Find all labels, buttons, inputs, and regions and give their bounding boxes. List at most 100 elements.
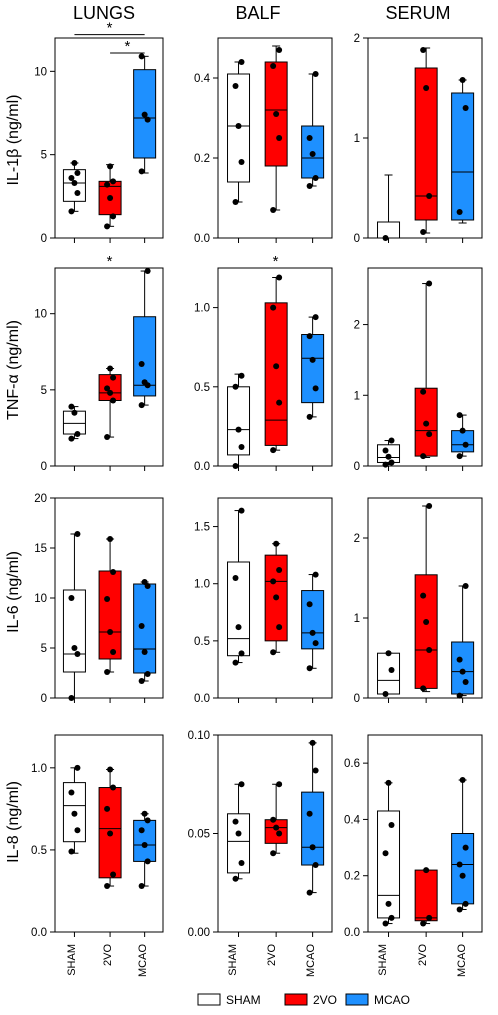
data-point [144, 858, 151, 865]
data-point [312, 175, 319, 181]
legend: SHAM 2VO MCAO [197, 993, 410, 1007]
box-iqr [98, 374, 122, 402]
data-point [312, 862, 319, 869]
data-point [107, 830, 114, 837]
data-point [74, 531, 81, 537]
data-point [276, 47, 283, 53]
data-point [270, 649, 277, 656]
box-iqr [451, 833, 475, 905]
box-sham [377, 174, 401, 241]
data-point [144, 116, 151, 123]
box-iqr [414, 574, 438, 689]
y-tick-label: 0 [41, 461, 47, 473]
data-point [312, 640, 319, 647]
data-point [232, 83, 239, 89]
panel-frame [54, 37, 164, 239]
y-tick-label: 5 [41, 643, 47, 655]
box-iqr [451, 92, 475, 221]
data-point [235, 123, 242, 129]
data-point [141, 579, 148, 585]
data-point [238, 372, 245, 379]
data-point [238, 650, 245, 657]
x-labels-balf: SHAM 2VO MCAO [227, 944, 317, 977]
legend-label-sham: SHAM [226, 993, 261, 1007]
box-iqr [301, 334, 325, 404]
data-point [462, 900, 469, 907]
box-2vo [264, 781, 288, 857]
data-point [107, 629, 114, 635]
data-point [110, 871, 117, 878]
data-point [456, 861, 463, 868]
data-point [276, 274, 283, 281]
data-point [232, 383, 239, 390]
data-point [141, 810, 148, 817]
data-point [459, 668, 466, 675]
data-point [138, 678, 145, 684]
box-iqr [377, 444, 401, 463]
y-tick-label: 0.0 [194, 233, 210, 245]
box-mcao [451, 412, 475, 460]
data-point [459, 77, 466, 83]
y-tick-label: 1 [354, 390, 360, 402]
data-point [74, 431, 81, 438]
y-tick-label: 0.5 [194, 636, 210, 648]
data-point [273, 594, 280, 601]
data-point [426, 431, 433, 438]
box-mcao [301, 571, 325, 672]
data-point [309, 629, 316, 636]
data-point [235, 426, 242, 433]
data-point [71, 160, 78, 166]
box-2vo [98, 766, 122, 890]
data-point [238, 860, 245, 867]
data-point [276, 624, 283, 631]
y-tick-label: 0.10 [188, 730, 210, 742]
data-point [312, 767, 319, 774]
panel-frame [367, 267, 483, 467]
y-tick-label: 1 [354, 133, 360, 145]
data-point [107, 766, 114, 773]
data-point [456, 412, 463, 419]
y-tick-label: 10 [34, 309, 47, 321]
box-iqr [377, 652, 401, 695]
data-point [232, 463, 239, 469]
data-point [141, 379, 148, 386]
data-point [309, 151, 316, 157]
data-point [426, 914, 433, 921]
box-iqr [264, 302, 288, 446]
data-point [309, 739, 316, 746]
data-point [426, 503, 433, 509]
data-point [420, 685, 427, 692]
x-labels-serum: SHAM 2VO MCAO [377, 944, 468, 977]
x-label-sham: SHAM [66, 944, 78, 976]
data-point [385, 650, 392, 657]
data-point [110, 649, 117, 655]
data-point [74, 827, 81, 834]
data-point [238, 59, 245, 65]
data-point [141, 649, 148, 655]
legend-label-2vo: 2VO [313, 993, 337, 1007]
data-point [270, 816, 277, 823]
data-point [107, 163, 114, 170]
column-title-balf: BALF [235, 3, 280, 23]
data-point [306, 665, 313, 672]
data-point [306, 413, 313, 420]
data-point [273, 824, 280, 831]
data-point [68, 175, 75, 181]
box-sham [227, 507, 251, 666]
panel-r2-c2: 0 1 2 [354, 497, 483, 705]
data-point [276, 399, 283, 406]
data-point [141, 841, 148, 848]
data-point [382, 447, 389, 454]
box-sham [227, 781, 251, 882]
y-tick-label: 5 [41, 150, 47, 162]
data-point [138, 623, 145, 629]
data-point [238, 507, 245, 514]
ylabel-tnfa: TNF-α (ng/ml) [5, 320, 22, 420]
data-point [68, 848, 75, 855]
data-point [423, 619, 430, 625]
panel-r2-c1: 0.0 0.5 1.0 1.5 [194, 497, 333, 705]
data-point [459, 427, 466, 434]
data-point [382, 920, 389, 927]
box-2vo [414, 47, 438, 235]
data-point [104, 434, 111, 441]
